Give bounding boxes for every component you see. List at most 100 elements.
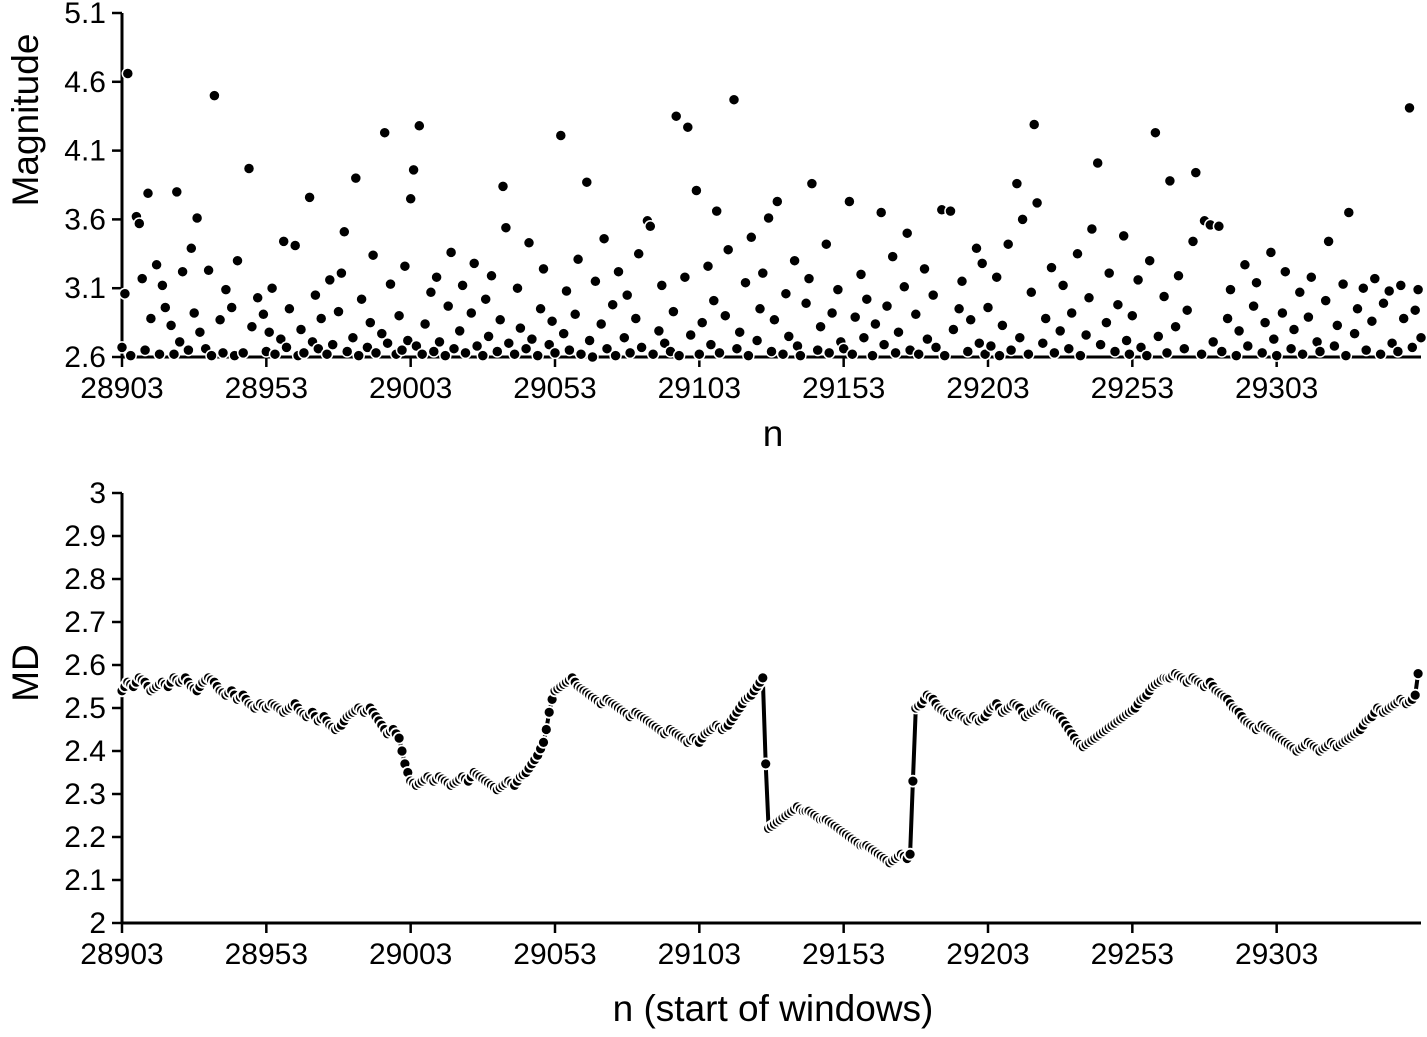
x-tick-label: 29203 bbox=[946, 938, 1029, 971]
data-point bbox=[589, 275, 602, 288]
y-tick-label: 5.1 bbox=[64, 0, 106, 30]
data-point bbox=[303, 191, 316, 204]
data-point bbox=[467, 257, 481, 270]
data-point bbox=[392, 309, 406, 322]
data-point bbox=[912, 347, 925, 361]
data-point bbox=[874, 206, 888, 219]
data-point bbox=[1250, 276, 1263, 289]
data-point bbox=[1302, 310, 1315, 324]
data-point bbox=[508, 347, 521, 361]
data-point bbox=[557, 327, 570, 340]
data-point bbox=[886, 250, 899, 263]
data-point bbox=[404, 192, 417, 206]
data-point bbox=[1094, 338, 1107, 351]
data-point bbox=[820, 237, 833, 251]
data-point bbox=[1382, 284, 1396, 298]
data-point bbox=[1406, 341, 1419, 354]
data-point bbox=[560, 284, 573, 298]
data-point bbox=[294, 323, 308, 336]
data-point bbox=[257, 308, 270, 321]
x-tick-label: 29053 bbox=[513, 372, 596, 405]
x-tick-label: 28903 bbox=[80, 938, 163, 971]
data-point bbox=[1108, 345, 1122, 358]
data-point bbox=[632, 247, 645, 261]
data-point bbox=[499, 221, 513, 234]
data-point bbox=[586, 350, 599, 364]
y-tick-label: 2.5 bbox=[64, 692, 106, 725]
data-point bbox=[415, 347, 429, 361]
data-point bbox=[1001, 237, 1015, 251]
data-point bbox=[854, 268, 868, 281]
data-point bbox=[1189, 166, 1203, 179]
data-point bbox=[1374, 347, 1387, 361]
data-point bbox=[1212, 220, 1226, 233]
data-point bbox=[1071, 247, 1084, 261]
data-point bbox=[1169, 320, 1182, 333]
data-point bbox=[1123, 347, 1136, 361]
data-point bbox=[176, 265, 189, 278]
data-point bbox=[268, 347, 282, 361]
y-tick-label: 2.6 bbox=[64, 649, 106, 682]
data-point bbox=[366, 248, 380, 262]
data-point bbox=[187, 306, 201, 320]
y-tick-label: 2.1 bbox=[64, 864, 106, 897]
data-point bbox=[889, 346, 902, 360]
data-point bbox=[710, 204, 723, 218]
data-point bbox=[242, 162, 256, 175]
data-point bbox=[320, 347, 334, 361]
data-point bbox=[1045, 261, 1058, 274]
data-point bbox=[1206, 335, 1220, 349]
data-point bbox=[1120, 334, 1133, 347]
md-vs-n-tick-labels: 28903 28953 29003 29053 29103 29153 29203 29253… bbox=[64, 477, 1318, 971]
data-point bbox=[909, 308, 923, 321]
data-point bbox=[554, 129, 568, 142]
y-tick-label: 4.6 bbox=[64, 66, 106, 99]
data-point bbox=[476, 349, 490, 362]
data-point bbox=[831, 283, 845, 296]
data-point bbox=[644, 220, 657, 233]
data-point bbox=[568, 308, 582, 321]
data-point bbox=[1287, 323, 1301, 336]
data-point bbox=[208, 89, 221, 102]
x-tick-label: 29253 bbox=[1091, 372, 1174, 405]
data-point bbox=[193, 325, 207, 339]
data-point bbox=[424, 286, 438, 299]
data-point bbox=[1241, 339, 1255, 353]
data-point bbox=[485, 269, 498, 283]
data-point bbox=[822, 346, 836, 360]
x-tick-label: 29103 bbox=[658, 938, 741, 971]
data-point bbox=[727, 93, 741, 106]
magnitude-vs-n-tick-labels: 28903 28953 29003 29053 29103 29153 29203 29253… bbox=[64, 0, 1318, 405]
x-tick-label: 28953 bbox=[225, 372, 308, 405]
data-point bbox=[1039, 312, 1052, 325]
data-point bbox=[719, 309, 732, 322]
data-point bbox=[453, 324, 466, 338]
data-point bbox=[701, 259, 715, 273]
data-point bbox=[906, 774, 920, 788]
data-point bbox=[542, 705, 556, 719]
data-point bbox=[398, 259, 412, 273]
data-point bbox=[1131, 273, 1145, 287]
data-point bbox=[1391, 345, 1405, 358]
data-point bbox=[150, 258, 163, 272]
data-point bbox=[493, 313, 507, 327]
data-point bbox=[378, 126, 391, 139]
data-point bbox=[121, 67, 135, 80]
data-point bbox=[496, 180, 510, 193]
data-point bbox=[407, 163, 420, 177]
x-tick-label: 29003 bbox=[369, 938, 452, 971]
data-point bbox=[1053, 324, 1067, 338]
data-point bbox=[646, 347, 660, 361]
data-point bbox=[332, 305, 345, 318]
data-point bbox=[369, 346, 383, 360]
data-point bbox=[952, 302, 966, 316]
data-point bbox=[1403, 101, 1416, 115]
data-point bbox=[1221, 312, 1234, 325]
data-point bbox=[395, 744, 409, 758]
data-point bbox=[153, 347, 166, 361]
data-point bbox=[124, 349, 137, 362]
data-point bbox=[525, 332, 539, 346]
x-tick-label: 29153 bbox=[802, 938, 885, 971]
data-point bbox=[1010, 177, 1024, 190]
data-point bbox=[678, 270, 692, 284]
